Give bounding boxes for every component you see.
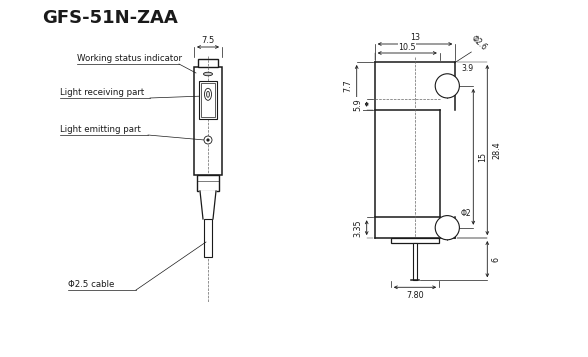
Ellipse shape bbox=[203, 72, 212, 76]
Text: 5.9: 5.9 bbox=[353, 98, 362, 111]
Text: Φ2.6: Φ2.6 bbox=[469, 33, 489, 52]
Bar bbox=[201, 83, 215, 117]
Text: 10.5: 10.5 bbox=[399, 42, 416, 51]
Polygon shape bbox=[375, 62, 455, 110]
Circle shape bbox=[204, 136, 212, 144]
Text: Φ2.5 cable: Φ2.5 cable bbox=[68, 280, 115, 289]
Text: 3.35: 3.35 bbox=[353, 219, 362, 236]
Bar bbox=[194, 67, 222, 175]
Ellipse shape bbox=[206, 91, 209, 97]
Text: Φ2: Φ2 bbox=[460, 208, 471, 218]
Text: 28.4: 28.4 bbox=[493, 141, 502, 159]
Bar bbox=[413, 243, 417, 280]
Text: Working status indicator: Working status indicator bbox=[77, 54, 182, 63]
Bar bbox=[198, 59, 218, 67]
Polygon shape bbox=[375, 110, 440, 217]
Circle shape bbox=[207, 139, 209, 141]
Circle shape bbox=[435, 216, 459, 240]
Circle shape bbox=[435, 74, 459, 98]
Text: 13: 13 bbox=[410, 32, 420, 41]
Text: 3.9: 3.9 bbox=[462, 64, 473, 73]
Polygon shape bbox=[375, 217, 455, 238]
Bar bbox=[197, 175, 219, 191]
Text: GFS-51N-ZAA: GFS-51N-ZAA bbox=[42, 9, 178, 27]
Text: 7.80: 7.80 bbox=[406, 291, 424, 300]
Text: 7.5: 7.5 bbox=[201, 35, 215, 45]
Ellipse shape bbox=[205, 88, 212, 100]
Bar bbox=[391, 238, 439, 243]
Text: 6: 6 bbox=[492, 257, 501, 262]
Text: Light receiving part: Light receiving part bbox=[60, 88, 144, 97]
Bar bbox=[199, 81, 217, 119]
Polygon shape bbox=[200, 191, 216, 219]
Text: 7.7: 7.7 bbox=[343, 80, 352, 92]
Text: Light emitting part: Light emitting part bbox=[60, 125, 141, 134]
Text: 15: 15 bbox=[478, 152, 487, 162]
Bar bbox=[204, 219, 212, 257]
